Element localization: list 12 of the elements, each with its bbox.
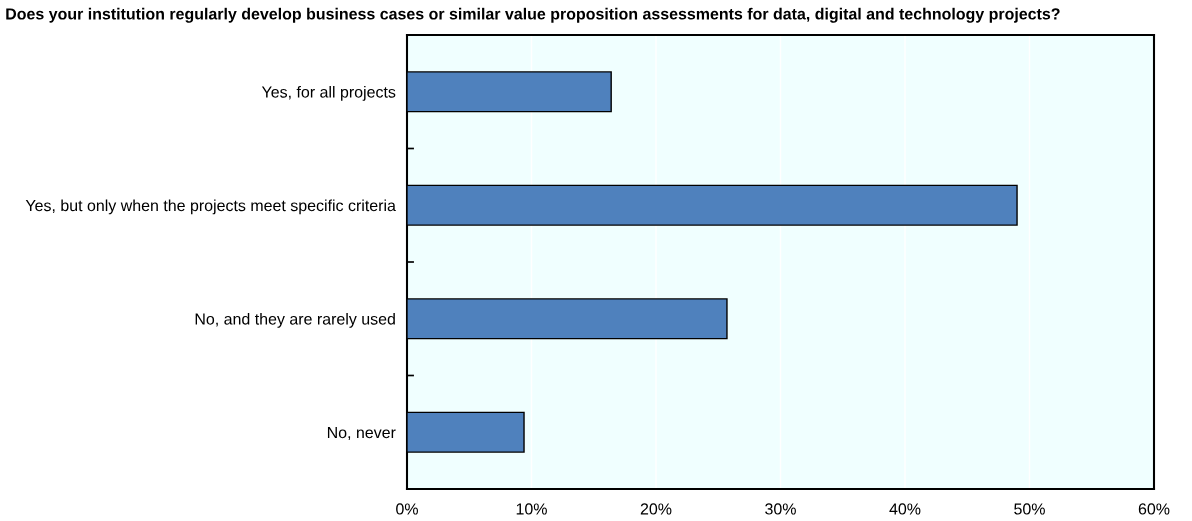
x-tick-label: 10% xyxy=(516,503,547,515)
chart-title: Does your institution regularly develop business cases or similar value proposition assessments for data, digital and technology projects? xyxy=(6,7,1060,23)
y-tick-label: Yes, but only when the projects meet specific criteria xyxy=(25,199,396,215)
x-tick-label: 0% xyxy=(396,503,418,515)
y-tick-label: No, never xyxy=(327,427,396,441)
y-tick-label: No, and they are rarely used xyxy=(195,312,395,328)
x-tick-label: 30% xyxy=(765,503,796,515)
x-tick-label: 40% xyxy=(889,503,921,515)
x-tick-label: 20% xyxy=(640,503,672,515)
x-tick-label: 50% xyxy=(1014,503,1045,515)
y-tick-label: Yes, for all projects xyxy=(261,85,396,101)
x-tick-label: 60% xyxy=(1138,503,1170,515)
